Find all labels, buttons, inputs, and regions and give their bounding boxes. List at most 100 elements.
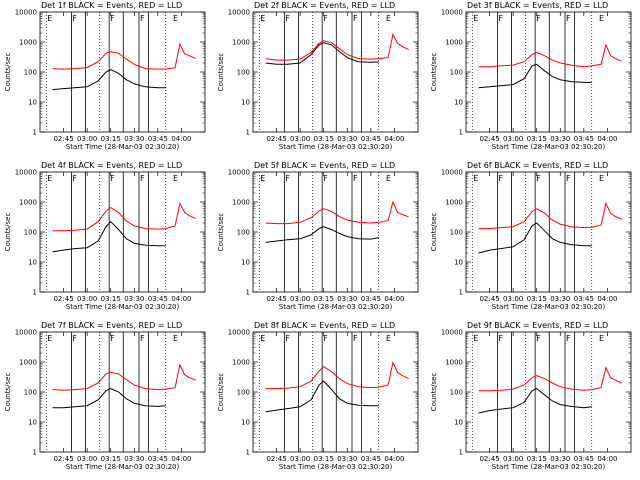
event-marker-label: F [72,174,77,183]
y-tick-label: 1000 [445,359,463,367]
series-line-lld [265,32,409,61]
series-line-lld [478,366,622,392]
y-tick-label: 10 [454,419,463,427]
y-axis-label: Counts/sec [217,53,225,92]
event-marker-label: E [473,174,478,183]
x-tick-label: 03:30 [337,135,357,143]
x-tick-label: 04:00 [597,295,617,303]
y-tick-label: 1 [459,289,463,297]
event-marker-label: E [599,174,604,183]
event-marker-label: F [323,174,328,183]
x-tick-label: 02:45 [479,135,499,143]
panel-title: Det 2f BLACK = Events, RED = LLD [254,1,395,10]
y-tick-label: 100 [24,69,37,77]
x-tick-label: 03:00 [290,455,310,463]
x-tick-label: 03:15 [527,295,547,303]
plot-frame [252,171,419,293]
event-marker-label: F [498,174,503,183]
event-marker-label: F [323,334,328,343]
x-tick-label: 04:00 [384,295,404,303]
event-marker-label: E [173,174,178,183]
event-marker-label: F [110,334,115,343]
x-axis-label: Start Time (28-Mar-03 02:30:20) [66,303,180,311]
x-tick-label: 03:45 [574,135,594,143]
x-tick-label: 04:00 [171,295,191,303]
event-marker-label: E [47,174,52,183]
event-marker-label: E [47,14,52,23]
series-line-lld [52,201,196,232]
panel-title: Det 6f BLACK = Events, RED = LLD [467,161,608,170]
y-tick-label: 1 [246,289,250,297]
event-marker-label: E [173,334,178,343]
event-marker-label: F [498,14,503,23]
detector-panel-6f: Det 6f BLACK = Events, RED = LLD Counts/s… [430,161,632,311]
y-tick-label: 10000 [15,9,37,17]
detector-panel-4f: Det 4f BLACK = Events, RED = LLD Counts/s… [4,161,206,311]
x-tick-label: 03:15 [527,135,547,143]
event-marker-label: F [353,334,358,343]
event-marker-label: F [353,14,358,23]
event-marker-label: E [47,334,52,343]
event-marker-label: E [173,14,178,23]
x-tick-label: 03:45 [574,455,594,463]
y-tick-label: 100 [237,229,250,237]
event-marker-label: E [386,174,391,183]
series-line-events [265,380,379,413]
plot-frame [252,11,419,133]
event-marker-label: E [599,334,604,343]
event-marker-label: E [599,14,604,23]
x-axis-label: Start Time (28-Mar-03 02:30:20) [279,143,393,151]
event-marker-label: E [473,334,478,343]
y-tick-label: 1000 [19,199,37,207]
y-axis-label: Counts/sec [217,213,225,252]
y-tick-label: 100 [237,389,250,397]
x-tick-label: 03:30 [337,455,357,463]
x-tick-label: 04:00 [171,455,191,463]
series-line-events [52,69,166,91]
series-line-events [478,63,592,89]
y-tick-label: 10000 [441,9,463,17]
x-tick-label: 03:30 [550,455,570,463]
y-tick-label: 1000 [232,199,250,207]
detector-panel-1f: Det 1f BLACK = Events, RED = LLD Counts/s… [4,1,206,151]
y-axis-label: Counts/sec [4,53,12,92]
y-tick-label: 10 [241,259,250,267]
y-tick-label: 10000 [15,169,37,177]
event-marker-label: E [260,174,265,183]
panel-title: Det 3f BLACK = Events, RED = LLD [467,1,608,10]
x-tick-label: 03:30 [550,295,570,303]
plot-frame [39,11,206,133]
x-tick-label: 03:15 [314,295,334,303]
x-axis-label: Start Time (28-Mar-03 02:30:20) [492,143,606,151]
x-tick-label: 03:45 [148,455,168,463]
y-tick-label: 10 [241,419,250,427]
x-tick-label: 03:30 [124,455,144,463]
detector-panel-3f: Det 3f BLACK = Events, RED = LLD Counts/s… [430,1,632,151]
x-tick-label: 03:30 [337,295,357,303]
y-tick-label: 10000 [15,329,37,337]
x-tick-label: 03:00 [503,455,523,463]
x-tick-label: 02:45 [479,455,499,463]
y-tick-label: 1 [459,129,463,137]
plot-frame [252,331,419,453]
x-tick-label: 03:15 [527,455,547,463]
plot-frame [39,331,206,453]
x-tick-label: 03:00 [503,135,523,143]
y-tick-label: 100 [24,229,37,237]
event-marker-label: F [285,14,290,23]
series-line-events [52,220,166,253]
series-line-events [478,388,592,414]
event-marker-label: F [285,174,290,183]
event-marker-label: F [72,14,77,23]
series-line-lld [265,361,409,390]
event-marker-label: F [140,174,145,183]
y-tick-label: 100 [450,389,463,397]
y-tick-label: 1 [246,449,250,457]
x-tick-label: 03:00 [77,295,97,303]
event-marker-label: E [260,334,265,343]
x-tick-label: 02:45 [266,455,286,463]
y-tick-label: 10 [28,419,37,427]
panel-title: Det 7f BLACK = Events, RED = LLD [41,321,182,330]
x-tick-label: 03:00 [77,455,97,463]
y-axis-label: Counts/sec [430,373,438,412]
